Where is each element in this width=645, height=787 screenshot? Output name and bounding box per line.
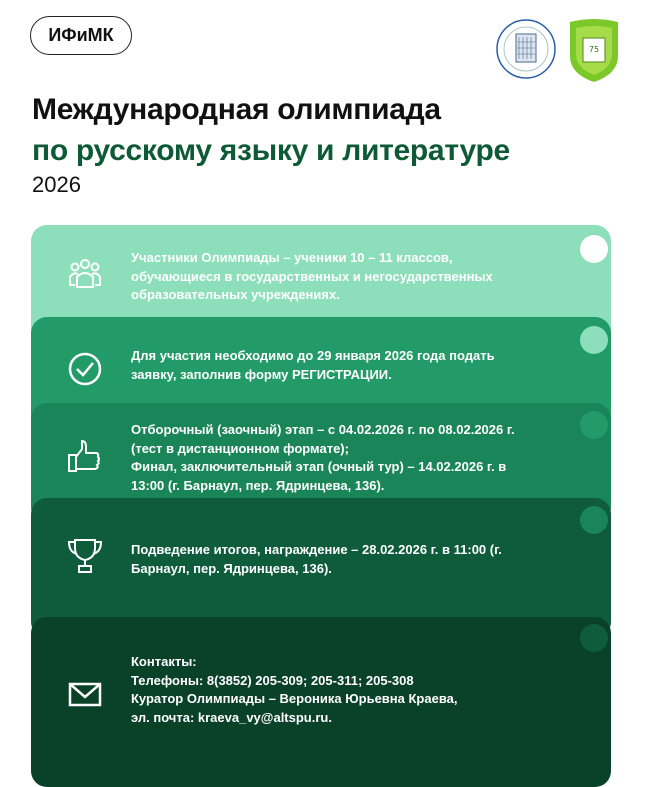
indicator-dot [580, 235, 608, 263]
trophy-icon [67, 539, 103, 573]
card-text: Отборочный (заочный) этап – с 04.02.2026… [131, 422, 515, 493]
year: 2026 [32, 172, 81, 197]
indicator-dot [580, 326, 608, 354]
indicator-dot [580, 506, 608, 534]
card-text: Подведение итогов, награждение – 28.02.2… [131, 542, 502, 576]
indicator-dot [580, 624, 608, 652]
check-circle-icon [68, 352, 102, 386]
page-title: Международная олимпиада [32, 93, 441, 126]
card-text: Участники Олимпиады – ученики 10 – 11 кл… [131, 250, 493, 302]
university-seal-logo [496, 19, 556, 79]
card-contacts: Контакты: Телефоны: 8(3852) 205-309; 205… [31, 617, 611, 787]
page-subtitle: по русскому языку и литературе [32, 134, 510, 167]
indicator-dot [580, 411, 608, 439]
institute-shield-logo: 75 [570, 19, 618, 82]
card-text: Контакты: Телефоны: 8(3852) 205-309; 205… [131, 654, 458, 725]
thumbs-up-icon [68, 439, 100, 472]
card-results: Подведение итогов, награждение – 28.02.2… [31, 498, 611, 638]
card-text: Для участия необходимо до 29 января 2026… [131, 348, 495, 382]
people-icon [69, 259, 101, 288]
institute-badge: ИФиМК [30, 16, 132, 55]
svg-text:75: 75 [589, 45, 599, 54]
envelope-icon [68, 682, 102, 707]
